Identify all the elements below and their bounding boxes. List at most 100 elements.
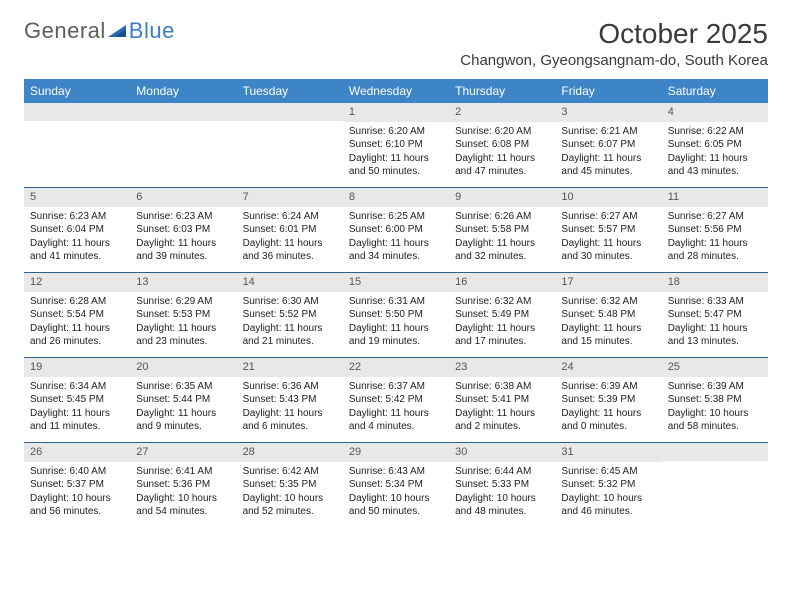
day-cell: 4Sunrise: 6:22 AMSunset: 6:05 PMDaylight… xyxy=(662,103,768,187)
day-number-bar-empty xyxy=(24,103,130,121)
daylight-line: Daylight: 11 hours and 50 minutes. xyxy=(349,152,443,179)
sunrise-line: Sunrise: 6:37 AM xyxy=(349,380,443,394)
sunset-line: Sunset: 5:32 PM xyxy=(561,478,655,492)
daylight-line: Daylight: 11 hours and 36 minutes. xyxy=(243,237,337,264)
daylight-line: Daylight: 11 hours and 4 minutes. xyxy=(349,407,443,434)
sunset-line: Sunset: 5:37 PM xyxy=(30,478,124,492)
daylight-line: Daylight: 11 hours and 6 minutes. xyxy=(243,407,337,434)
day-cell: 20Sunrise: 6:35 AMSunset: 5:44 PMDayligh… xyxy=(130,358,236,442)
day-number: 11 xyxy=(662,188,768,207)
sunrise-line: Sunrise: 6:27 AM xyxy=(561,210,655,224)
day-cell: 5Sunrise: 6:23 AMSunset: 6:04 PMDaylight… xyxy=(24,188,130,272)
day-details: Sunrise: 6:28 AMSunset: 5:54 PMDaylight:… xyxy=(24,292,130,353)
day-cell: 19Sunrise: 6:34 AMSunset: 5:45 PMDayligh… xyxy=(24,358,130,442)
daylight-line: Daylight: 11 hours and 2 minutes. xyxy=(455,407,549,434)
daylight-line: Daylight: 11 hours and 45 minutes. xyxy=(561,152,655,179)
day-number: 2 xyxy=(449,103,555,122)
page-header: General Blue October 2025 Changwon, Gyeo… xyxy=(24,18,768,69)
day-details: Sunrise: 6:34 AMSunset: 5:45 PMDaylight:… xyxy=(24,377,130,438)
day-cell: 2Sunrise: 6:20 AMSunset: 6:08 PMDaylight… xyxy=(449,103,555,187)
sunset-line: Sunset: 5:56 PM xyxy=(668,223,762,237)
day-number: 18 xyxy=(662,273,768,292)
daylight-line: Daylight: 11 hours and 32 minutes. xyxy=(455,237,549,264)
day-details: Sunrise: 6:36 AMSunset: 5:43 PMDaylight:… xyxy=(237,377,343,438)
logo-text-2: Blue xyxy=(129,18,175,44)
day-number: 16 xyxy=(449,273,555,292)
day-details: Sunrise: 6:41 AMSunset: 5:36 PMDaylight:… xyxy=(130,462,236,523)
day-cell: 13Sunrise: 6:29 AMSunset: 5:53 PMDayligh… xyxy=(130,273,236,357)
sunset-line: Sunset: 5:39 PM xyxy=(561,393,655,407)
sunrise-line: Sunrise: 6:22 AM xyxy=(668,125,762,139)
sunset-line: Sunset: 6:01 PM xyxy=(243,223,337,237)
day-header: Sunday xyxy=(24,79,130,103)
logo-text-1: General xyxy=(24,18,106,44)
daylight-line: Daylight: 10 hours and 58 minutes. xyxy=(668,407,762,434)
sunrise-line: Sunrise: 6:35 AM xyxy=(136,380,230,394)
daylight-line: Daylight: 10 hours and 50 minutes. xyxy=(349,492,443,519)
daylight-line: Daylight: 11 hours and 17 minutes. xyxy=(455,322,549,349)
week-row: 12Sunrise: 6:28 AMSunset: 5:54 PMDayligh… xyxy=(24,273,768,358)
sunset-line: Sunset: 5:42 PM xyxy=(349,393,443,407)
day-details: Sunrise: 6:20 AMSunset: 6:10 PMDaylight:… xyxy=(343,122,449,183)
sunrise-line: Sunrise: 6:28 AM xyxy=(30,295,124,309)
day-cell xyxy=(24,103,130,187)
day-number: 15 xyxy=(343,273,449,292)
day-cell: 8Sunrise: 6:25 AMSunset: 6:00 PMDaylight… xyxy=(343,188,449,272)
day-details: Sunrise: 6:27 AMSunset: 5:57 PMDaylight:… xyxy=(555,207,661,268)
logo-triangle-icon xyxy=(107,23,127,39)
daylight-line: Daylight: 10 hours and 54 minutes. xyxy=(136,492,230,519)
day-number: 27 xyxy=(130,443,236,462)
daylight-line: Daylight: 11 hours and 30 minutes. xyxy=(561,237,655,264)
day-number: 22 xyxy=(343,358,449,377)
day-cell: 3Sunrise: 6:21 AMSunset: 6:07 PMDaylight… xyxy=(555,103,661,187)
week-row: 19Sunrise: 6:34 AMSunset: 5:45 PMDayligh… xyxy=(24,358,768,443)
daylight-line: Daylight: 11 hours and 47 minutes. xyxy=(455,152,549,179)
daylight-line: Daylight: 10 hours and 56 minutes. xyxy=(30,492,124,519)
daylight-line: Daylight: 11 hours and 34 minutes. xyxy=(349,237,443,264)
sunset-line: Sunset: 5:35 PM xyxy=(243,478,337,492)
sunset-line: Sunset: 5:38 PM xyxy=(668,393,762,407)
day-number: 4 xyxy=(662,103,768,122)
day-number: 30 xyxy=(449,443,555,462)
day-header: Tuesday xyxy=(237,79,343,103)
sunset-line: Sunset: 6:07 PM xyxy=(561,138,655,152)
day-details: Sunrise: 6:44 AMSunset: 5:33 PMDaylight:… xyxy=(449,462,555,523)
location-subtitle: Changwon, Gyeongsangnam-do, South Korea xyxy=(460,52,768,69)
sunrise-line: Sunrise: 6:26 AM xyxy=(455,210,549,224)
day-header: Thursday xyxy=(449,79,555,103)
daylight-line: Daylight: 11 hours and 19 minutes. xyxy=(349,322,443,349)
sunset-line: Sunset: 5:36 PM xyxy=(136,478,230,492)
day-details: Sunrise: 6:35 AMSunset: 5:44 PMDaylight:… xyxy=(130,377,236,438)
day-details: Sunrise: 6:22 AMSunset: 6:05 PMDaylight:… xyxy=(662,122,768,183)
day-cell: 28Sunrise: 6:42 AMSunset: 5:35 PMDayligh… xyxy=(237,443,343,527)
sunrise-line: Sunrise: 6:29 AM xyxy=(136,295,230,309)
day-cell: 11Sunrise: 6:27 AMSunset: 5:56 PMDayligh… xyxy=(662,188,768,272)
daylight-line: Daylight: 11 hours and 23 minutes. xyxy=(136,322,230,349)
day-cell: 1Sunrise: 6:20 AMSunset: 6:10 PMDaylight… xyxy=(343,103,449,187)
sunrise-line: Sunrise: 6:20 AM xyxy=(349,125,443,139)
sunset-line: Sunset: 5:48 PM xyxy=(561,308,655,322)
day-number: 21 xyxy=(237,358,343,377)
day-cell xyxy=(237,103,343,187)
daylight-line: Daylight: 11 hours and 11 minutes. xyxy=(30,407,124,434)
calendar-grid: SundayMondayTuesdayWednesdayThursdayFrid… xyxy=(24,79,768,527)
sunrise-line: Sunrise: 6:45 AM xyxy=(561,465,655,479)
sunrise-line: Sunrise: 6:32 AM xyxy=(561,295,655,309)
day-details: Sunrise: 6:43 AMSunset: 5:34 PMDaylight:… xyxy=(343,462,449,523)
daylight-line: Daylight: 11 hours and 15 minutes. xyxy=(561,322,655,349)
day-number: 5 xyxy=(24,188,130,207)
day-number: 17 xyxy=(555,273,661,292)
day-details: Sunrise: 6:40 AMSunset: 5:37 PMDaylight:… xyxy=(24,462,130,523)
day-details: Sunrise: 6:32 AMSunset: 5:49 PMDaylight:… xyxy=(449,292,555,353)
sunrise-line: Sunrise: 6:41 AM xyxy=(136,465,230,479)
sunrise-line: Sunrise: 6:36 AM xyxy=(243,380,337,394)
calendar-page: General Blue October 2025 Changwon, Gyeo… xyxy=(0,0,792,547)
sunset-line: Sunset: 5:50 PM xyxy=(349,308,443,322)
sunset-line: Sunset: 5:44 PM xyxy=(136,393,230,407)
sunrise-line: Sunrise: 6:30 AM xyxy=(243,295,337,309)
day-details: Sunrise: 6:30 AMSunset: 5:52 PMDaylight:… xyxy=(237,292,343,353)
day-cell xyxy=(662,443,768,527)
sunrise-line: Sunrise: 6:44 AM xyxy=(455,465,549,479)
month-title: October 2025 xyxy=(460,18,768,50)
week-row: 1Sunrise: 6:20 AMSunset: 6:10 PMDaylight… xyxy=(24,103,768,188)
